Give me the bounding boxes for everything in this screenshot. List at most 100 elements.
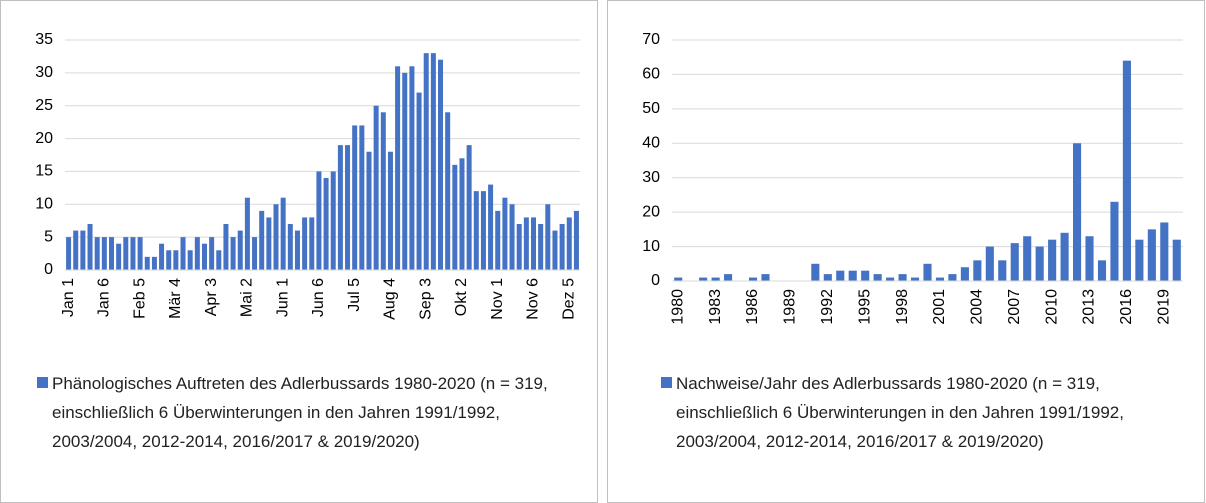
bar bbox=[287, 224, 293, 270]
bar bbox=[323, 178, 329, 270]
bar bbox=[488, 184, 494, 270]
bar bbox=[545, 204, 551, 270]
bar bbox=[445, 112, 451, 271]
x-tick-label: 1998 bbox=[894, 289, 911, 325]
x-tick-label: Sep 3 bbox=[417, 278, 434, 320]
bar bbox=[380, 112, 386, 271]
bar bbox=[337, 145, 343, 270]
bar bbox=[80, 230, 86, 270]
bar bbox=[538, 224, 544, 270]
bar bbox=[573, 210, 579, 270]
bar bbox=[123, 237, 129, 270]
bar bbox=[509, 204, 515, 270]
bar bbox=[330, 171, 336, 270]
bar bbox=[244, 197, 250, 270]
bar bbox=[101, 237, 107, 270]
bar bbox=[473, 191, 479, 270]
bar bbox=[73, 230, 79, 270]
y-tick-label: 60 bbox=[642, 66, 660, 83]
x-tick-label: 2001 bbox=[931, 289, 948, 325]
y-tick-label: 0 bbox=[651, 272, 660, 289]
x-tick-label: 2004 bbox=[969, 289, 986, 325]
bar bbox=[273, 204, 279, 270]
bar bbox=[898, 274, 907, 281]
bar bbox=[1147, 229, 1156, 281]
bar bbox=[395, 66, 401, 271]
bar bbox=[566, 217, 572, 270]
x-tick-label: Jan 6 bbox=[96, 278, 113, 317]
bar bbox=[1035, 246, 1044, 281]
bar bbox=[748, 277, 758, 281]
x-tick-label: 2007 bbox=[1006, 289, 1023, 325]
bar bbox=[108, 237, 114, 270]
bar bbox=[201, 243, 207, 270]
x-tick-label: 1995 bbox=[856, 289, 873, 325]
bar bbox=[180, 237, 186, 270]
bar bbox=[998, 260, 1007, 281]
bar bbox=[237, 230, 243, 270]
bar bbox=[1160, 222, 1169, 281]
x-tick-label: Jun 6 bbox=[310, 278, 327, 317]
y-tick-label: 5 bbox=[44, 228, 53, 245]
bar bbox=[366, 151, 372, 270]
x-tick-label: 1989 bbox=[782, 289, 799, 325]
legend-swatch bbox=[37, 377, 48, 388]
y-tick-label: 10 bbox=[35, 196, 53, 213]
bar bbox=[1097, 260, 1107, 281]
bar bbox=[1060, 232, 1069, 281]
bar bbox=[923, 263, 932, 281]
bar bbox=[159, 243, 165, 270]
bar bbox=[173, 250, 179, 270]
x-tick-label: Okt 2 bbox=[453, 278, 470, 316]
legend-label: Nachweise/Jahr des Adlerbussards 1980-20… bbox=[676, 374, 1124, 451]
y-tick-label: 20 bbox=[35, 130, 53, 147]
bar bbox=[359, 125, 365, 270]
x-tick-label: Mai 2 bbox=[239, 278, 256, 317]
bar bbox=[724, 274, 733, 281]
legend: Phänologisches Auftreten des Adlerbussar… bbox=[37, 369, 572, 456]
bar bbox=[1023, 236, 1032, 281]
bar bbox=[559, 224, 565, 270]
bar bbox=[373, 105, 379, 270]
bar bbox=[302, 217, 308, 270]
x-tick-label: Dez 5 bbox=[560, 278, 577, 320]
bar bbox=[166, 250, 172, 270]
x-tick-label: 2016 bbox=[1118, 289, 1135, 325]
bar bbox=[699, 277, 708, 281]
bar bbox=[910, 277, 920, 281]
bar bbox=[523, 217, 529, 270]
x-tick-label: Feb 5 bbox=[131, 278, 148, 319]
bar bbox=[1122, 60, 1131, 282]
bar bbox=[230, 237, 236, 270]
y-tick-label: 40 bbox=[642, 135, 660, 152]
bar bbox=[266, 217, 272, 270]
bar bbox=[430, 53, 436, 271]
bar bbox=[416, 92, 422, 270]
x-tick-label: 1986 bbox=[744, 289, 761, 325]
y-tick-label: 35 bbox=[35, 31, 53, 48]
bar bbox=[948, 274, 957, 281]
x-tick-label: 1992 bbox=[819, 289, 836, 325]
bar bbox=[985, 246, 994, 281]
bar bbox=[459, 158, 465, 270]
x-tick-label: Nov 1 bbox=[489, 278, 506, 320]
y-tick-label: 30 bbox=[642, 169, 660, 186]
bar bbox=[387, 151, 393, 270]
bar bbox=[873, 274, 882, 281]
bar bbox=[674, 277, 683, 281]
bar bbox=[1110, 201, 1119, 281]
bar bbox=[259, 210, 265, 270]
bar bbox=[836, 270, 845, 281]
bar bbox=[87, 224, 93, 270]
bar bbox=[1073, 143, 1082, 281]
y-tick-label: 0 bbox=[44, 261, 53, 278]
y-tick-label: 30 bbox=[35, 64, 53, 81]
bar bbox=[466, 145, 472, 270]
bar bbox=[187, 250, 193, 270]
bar bbox=[886, 277, 895, 281]
bar bbox=[1048, 239, 1057, 281]
x-tick-label: Nov 6 bbox=[525, 278, 542, 320]
x-tick-label: 2013 bbox=[1081, 289, 1098, 325]
bar bbox=[409, 66, 415, 271]
